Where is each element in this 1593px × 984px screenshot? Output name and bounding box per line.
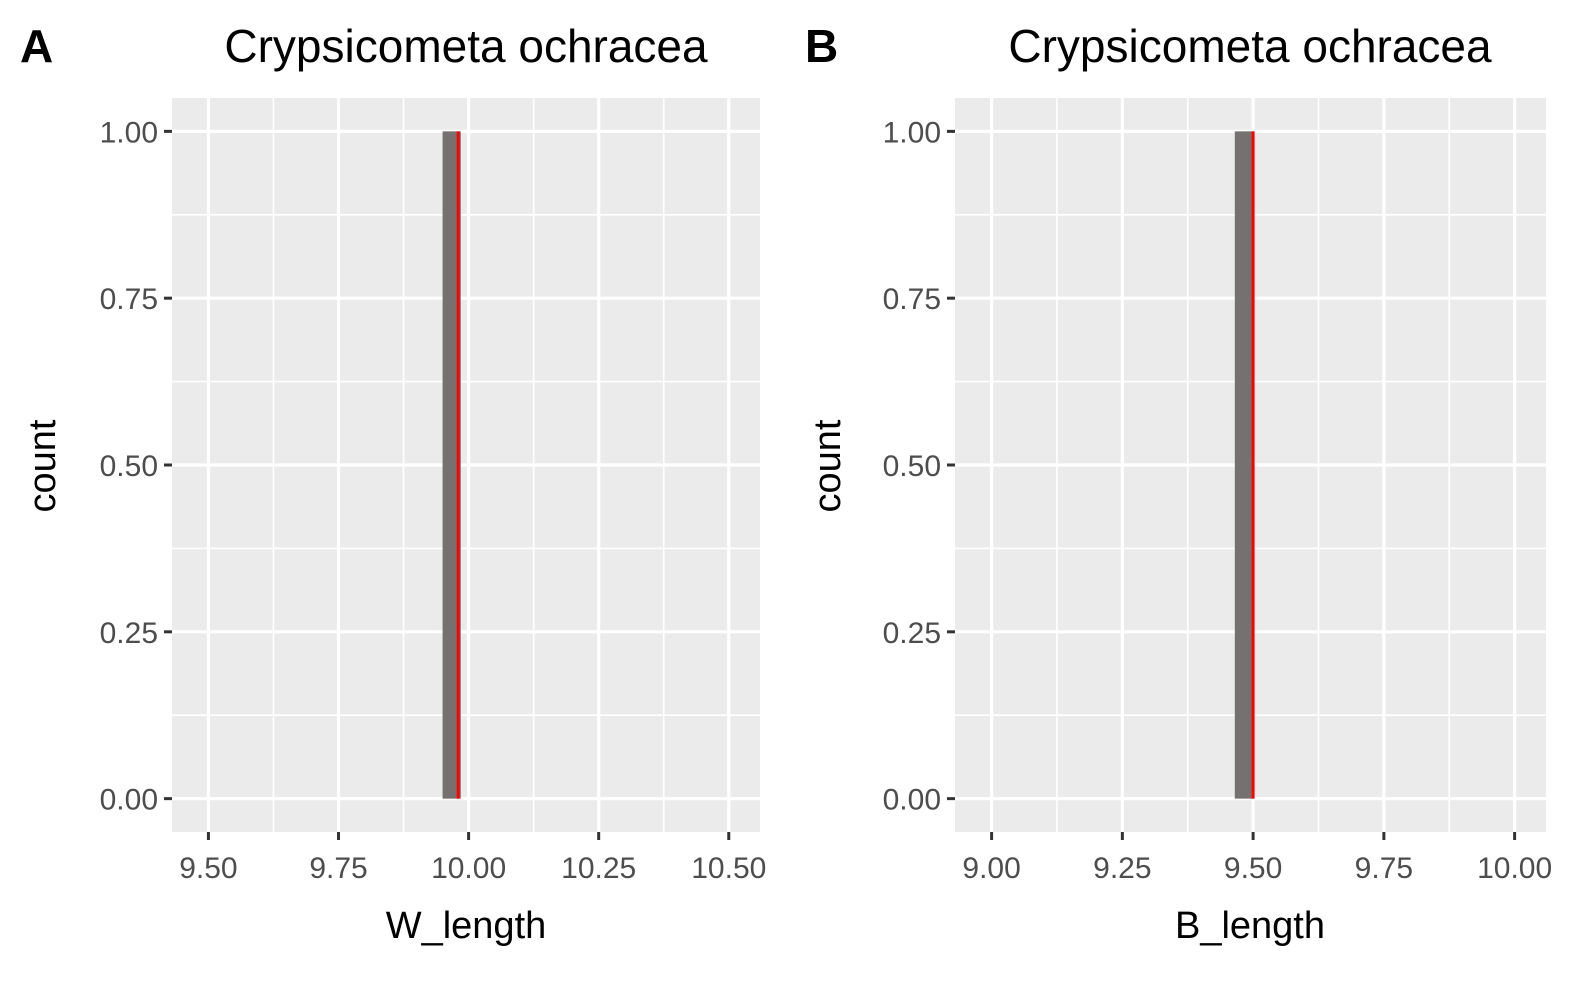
panel-a-y-tick-label: 1.00 (100, 116, 158, 149)
panel-b-title: Crypsicometa ochracea (1008, 20, 1492, 72)
panel-a-title: Crypsicometa ochracea (224, 20, 708, 72)
panel-a-x-tick-label: 10.00 (431, 852, 506, 885)
panel-b-histogram-bar (1234, 131, 1254, 799)
panel-b: B Crypsicometa ochracea 0.00 0.25 0.50 0.75… (805, 20, 1552, 947)
panel-b-y-axis-label: count (807, 419, 849, 512)
panel-a-histogram-bar (442, 131, 461, 799)
panel-a-y-tick-label: 0.25 (100, 617, 158, 650)
panel-a-y-tick-label: 0.50 (100, 450, 158, 483)
panel-a-y-tick-label: 0.75 (100, 283, 158, 316)
panel-a-x-tick-label: 9.50 (179, 852, 237, 885)
panel-a-x-tick-label: 9.75 (309, 852, 367, 885)
panel-a: A Crypsicometa ochracea 0.00 0.25 0.50 0.75… (20, 20, 766, 947)
panel-letter-a: A (20, 20, 53, 72)
panel-a-y-axis-label: count (22, 419, 64, 512)
panel-b-y-tick-label: 1.00 (883, 116, 941, 149)
panel-a-plot-area: 0.00 0.25 0.50 0.75 1.00 9.50 9.75 10.00 10.25 10… (100, 98, 766, 885)
panel-b-y-tick-label: 0.50 (883, 450, 941, 483)
panel-b-y-tick-label: 0.75 (883, 283, 941, 316)
panel-b-x-tick-label: 9.25 (1093, 852, 1151, 885)
panel-b-x-tick-label: 10.00 (1477, 852, 1552, 885)
panel-a-x-tick-label: 10.25 (561, 852, 636, 885)
panel-letter-b: B (805, 20, 838, 72)
panel-b-x-axis-label: B_length (1175, 905, 1325, 947)
panel-b-x-tick-label: 9.00 (962, 852, 1020, 885)
panel-b-x-tick-label: 9.50 (1224, 852, 1282, 885)
panel-a-y-tick-label: 0.00 (100, 784, 158, 817)
panel-a-x-axis-label: W_length (386, 905, 547, 947)
panel-b-x-tick-label: 9.75 (1355, 852, 1413, 885)
panel-a-x-tick-label: 10.50 (691, 852, 766, 885)
panel-b-plot-area: 0.00 0.25 0.50 0.75 1.00 9.00 9.25 9.50 9.75 10.0… (883, 98, 1552, 885)
panel-b-y-tick-label: 0.25 (883, 617, 941, 650)
panel-b-y-tick-label: 0.00 (883, 784, 941, 817)
